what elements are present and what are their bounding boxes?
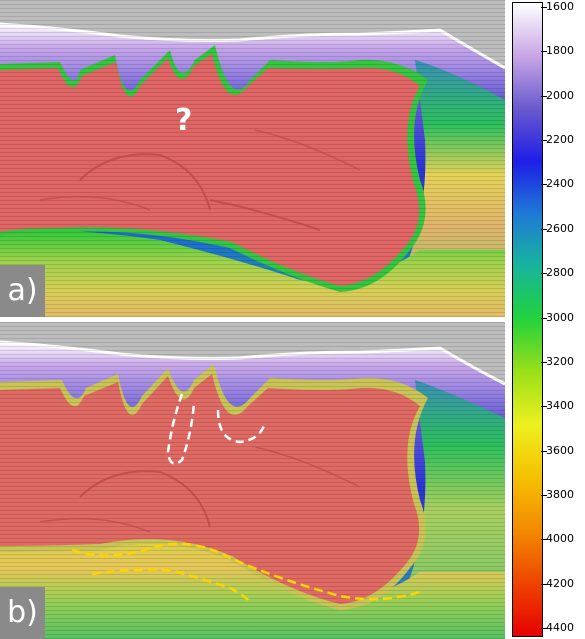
yellow-horizon-upper [71,542,421,601]
dashed-outline-right [216,409,266,444]
panel-b-label: b) [0,587,45,639]
colorbar-tick [541,273,547,275]
colorbar-gradient [512,2,543,637]
colorbar-tick-label: 1600 [546,0,574,13]
colorbar-tick-label: 3800 [546,487,574,501]
colorbar-tick [541,361,547,363]
colorbar-tick [541,140,547,142]
velocity-image-b [0,322,505,639]
panel-a-label: a) [0,265,45,317]
yellow-horizon-lower [91,568,249,601]
colorbar-tick [541,317,547,319]
colorbar-tick-label: 2600 [546,221,574,235]
colorbar-tick [541,95,547,97]
colorbar-tick [541,184,547,186]
colorbar-tick-label: 2800 [546,266,574,280]
velocity-image-a: ? [0,0,505,317]
colorbar-tick-label: 1800 [546,44,574,58]
colorbar-tick-label: 4200 [546,576,574,590]
colorbar-tick-label: 4000 [546,532,574,546]
colorbar-tick [541,450,547,452]
colorbar-tick-label: 3400 [546,399,574,413]
seismic-panel-a: ? a) [0,0,505,317]
colorbar-tick-label: 3200 [546,354,574,368]
colorbar-tick [541,628,547,629]
colorbar-tick-label: 2200 [546,133,574,147]
question-mark-annotation: ? [175,103,192,138]
colorbar-tick [541,494,547,496]
colorbar-tick-label: 3600 [546,443,574,457]
colorbar-tick-label: 2000 [546,88,574,102]
colorbar-tick [541,406,547,408]
colorbar-tick [541,228,547,230]
dashed-outline-left [166,393,196,465]
colorbar-tick-label: 4400 [546,621,574,634]
colorbar-tick-label: 2400 [546,177,574,191]
seismic-panel-b: b) [0,322,505,639]
colorbar-tick [541,7,547,8]
colorbar-tick-label: 3000 [546,310,574,324]
colorbar-tick [541,583,547,585]
velocity-colorbar: 1600 1800 2000 2200 2400 2600 2800 3000 3200 3400… [512,0,584,637]
colorbar-tick [541,539,547,541]
colorbar-tick [541,51,547,53]
